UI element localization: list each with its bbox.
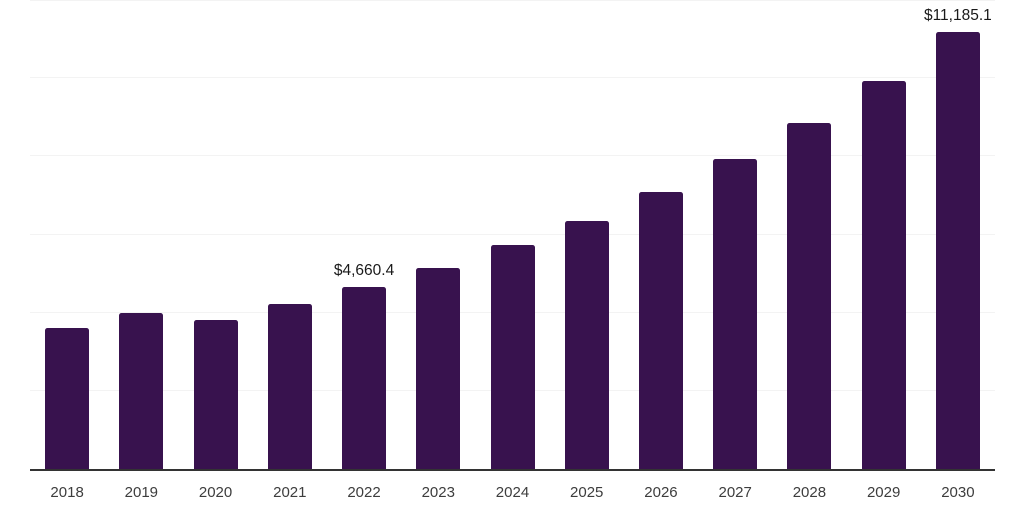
bar-2027 [713, 159, 758, 469]
bar-2026 [638, 191, 683, 469]
x-tick-label-2019: 2019 [124, 484, 159, 501]
gridline [30, 77, 995, 79]
bar-2020 [193, 319, 238, 469]
gridline [30, 0, 995, 1]
bar-2021 [267, 304, 312, 469]
bar-value-label-2022: $4,660.4 [333, 261, 395, 279]
x-axis-line [30, 469, 995, 471]
x-tick-label-2028: 2028 [792, 484, 827, 501]
x-tick-label-2030: 2030 [941, 484, 975, 501]
x-tick-label-2024: 2024 [495, 484, 530, 501]
bar-2030 [935, 31, 980, 469]
bar-2029 [861, 80, 906, 469]
bar-value-label-2030: $11,185.1 [923, 6, 992, 24]
x-tick-label-2018: 2018 [50, 484, 84, 501]
x-tick-label-2029: 2029 [866, 484, 901, 501]
x-tick-label-2020: 2020 [198, 484, 233, 501]
bar-2019 [119, 313, 164, 469]
x-tick-label-2026: 2026 [644, 484, 678, 501]
x-axis-labels: 2018 2019 2020 2021 2022 2023 2024 2025 2026 2027… [30, 484, 995, 504]
bar-2028 [787, 122, 832, 469]
bar-2018 [45, 327, 90, 469]
x-tick-label-2022: 2022 [347, 484, 381, 501]
x-tick-label-2023: 2023 [421, 484, 455, 501]
bar-2022 [342, 286, 387, 469]
x-tick-label-2027: 2027 [718, 484, 752, 501]
bar-2023 [416, 267, 461, 469]
gridline [30, 233, 995, 235]
gridline [30, 155, 995, 157]
bar-2024 [490, 245, 535, 469]
x-tick-label-2025: 2025 [570, 484, 604, 501]
x-tick-label-2021: 2021 [273, 484, 307, 501]
bar-2025 [564, 220, 609, 469]
plot-area: $4,660.4 $11,185.1 [30, 0, 995, 471]
